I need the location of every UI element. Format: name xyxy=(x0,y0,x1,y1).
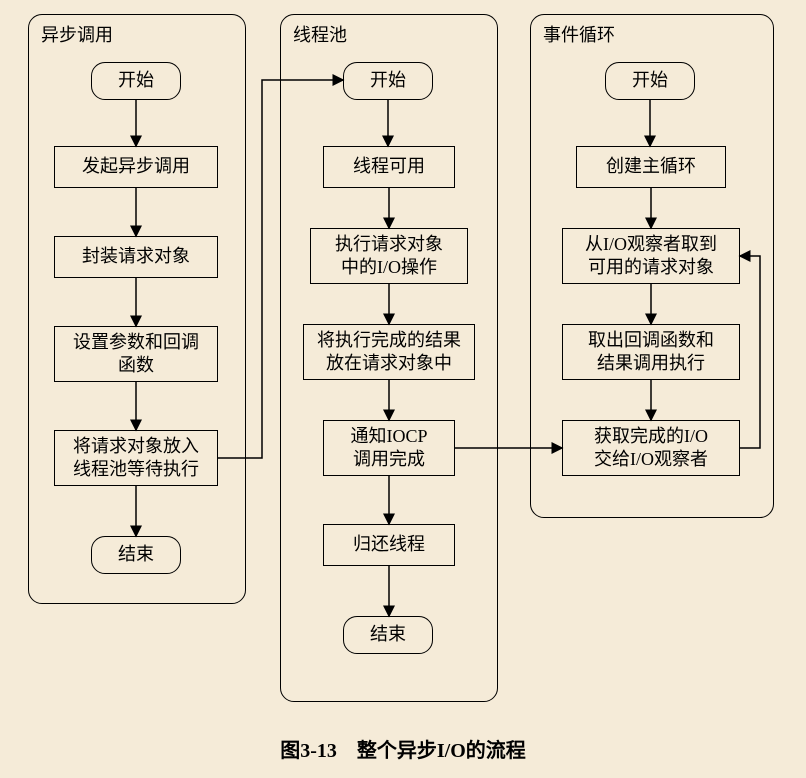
node-n4: 设置参数和回调 函数 xyxy=(54,326,218,382)
node-n11: 通知IOCP 调用完成 xyxy=(323,420,455,476)
node-n1: 开始 xyxy=(91,62,181,100)
node-n15: 创建主循环 xyxy=(576,146,726,188)
node-n13: 结束 xyxy=(343,616,433,654)
node-n14: 开始 xyxy=(605,62,695,100)
panel-p1: 异步调用 xyxy=(28,14,246,604)
node-n8: 线程可用 xyxy=(323,146,455,188)
node-n12: 归还线程 xyxy=(323,524,455,566)
figure-caption: 图3-13 整个异步I/O的流程 xyxy=(0,734,806,763)
node-n16: 从I/O观察者取到 可用的请求对象 xyxy=(562,228,740,284)
panel-title: 事件循环 xyxy=(543,21,615,47)
node-n10: 将执行完成的结果 放在请求对象中 xyxy=(303,324,475,380)
node-n17: 取出回调函数和 结果调用执行 xyxy=(562,324,740,380)
panel-title: 异步调用 xyxy=(41,21,113,47)
node-n18: 获取完成的I/O 交给I/O观察者 xyxy=(562,420,740,476)
node-n5: 将请求对象放入 线程池等待执行 xyxy=(54,430,218,486)
node-n6: 结束 xyxy=(91,536,181,574)
panel-title: 线程池 xyxy=(293,21,347,47)
node-n9: 执行请求对象 中的I/O操作 xyxy=(310,228,468,284)
node-n3: 封装请求对象 xyxy=(54,236,218,278)
node-n2: 发起异步调用 xyxy=(54,146,218,188)
node-n7: 开始 xyxy=(343,62,433,100)
diagram-canvas: 异步调用 线程池 事件循环开始发起异步调用封装请求对象设置参数和回调 函数将请求对象… xyxy=(0,0,806,778)
